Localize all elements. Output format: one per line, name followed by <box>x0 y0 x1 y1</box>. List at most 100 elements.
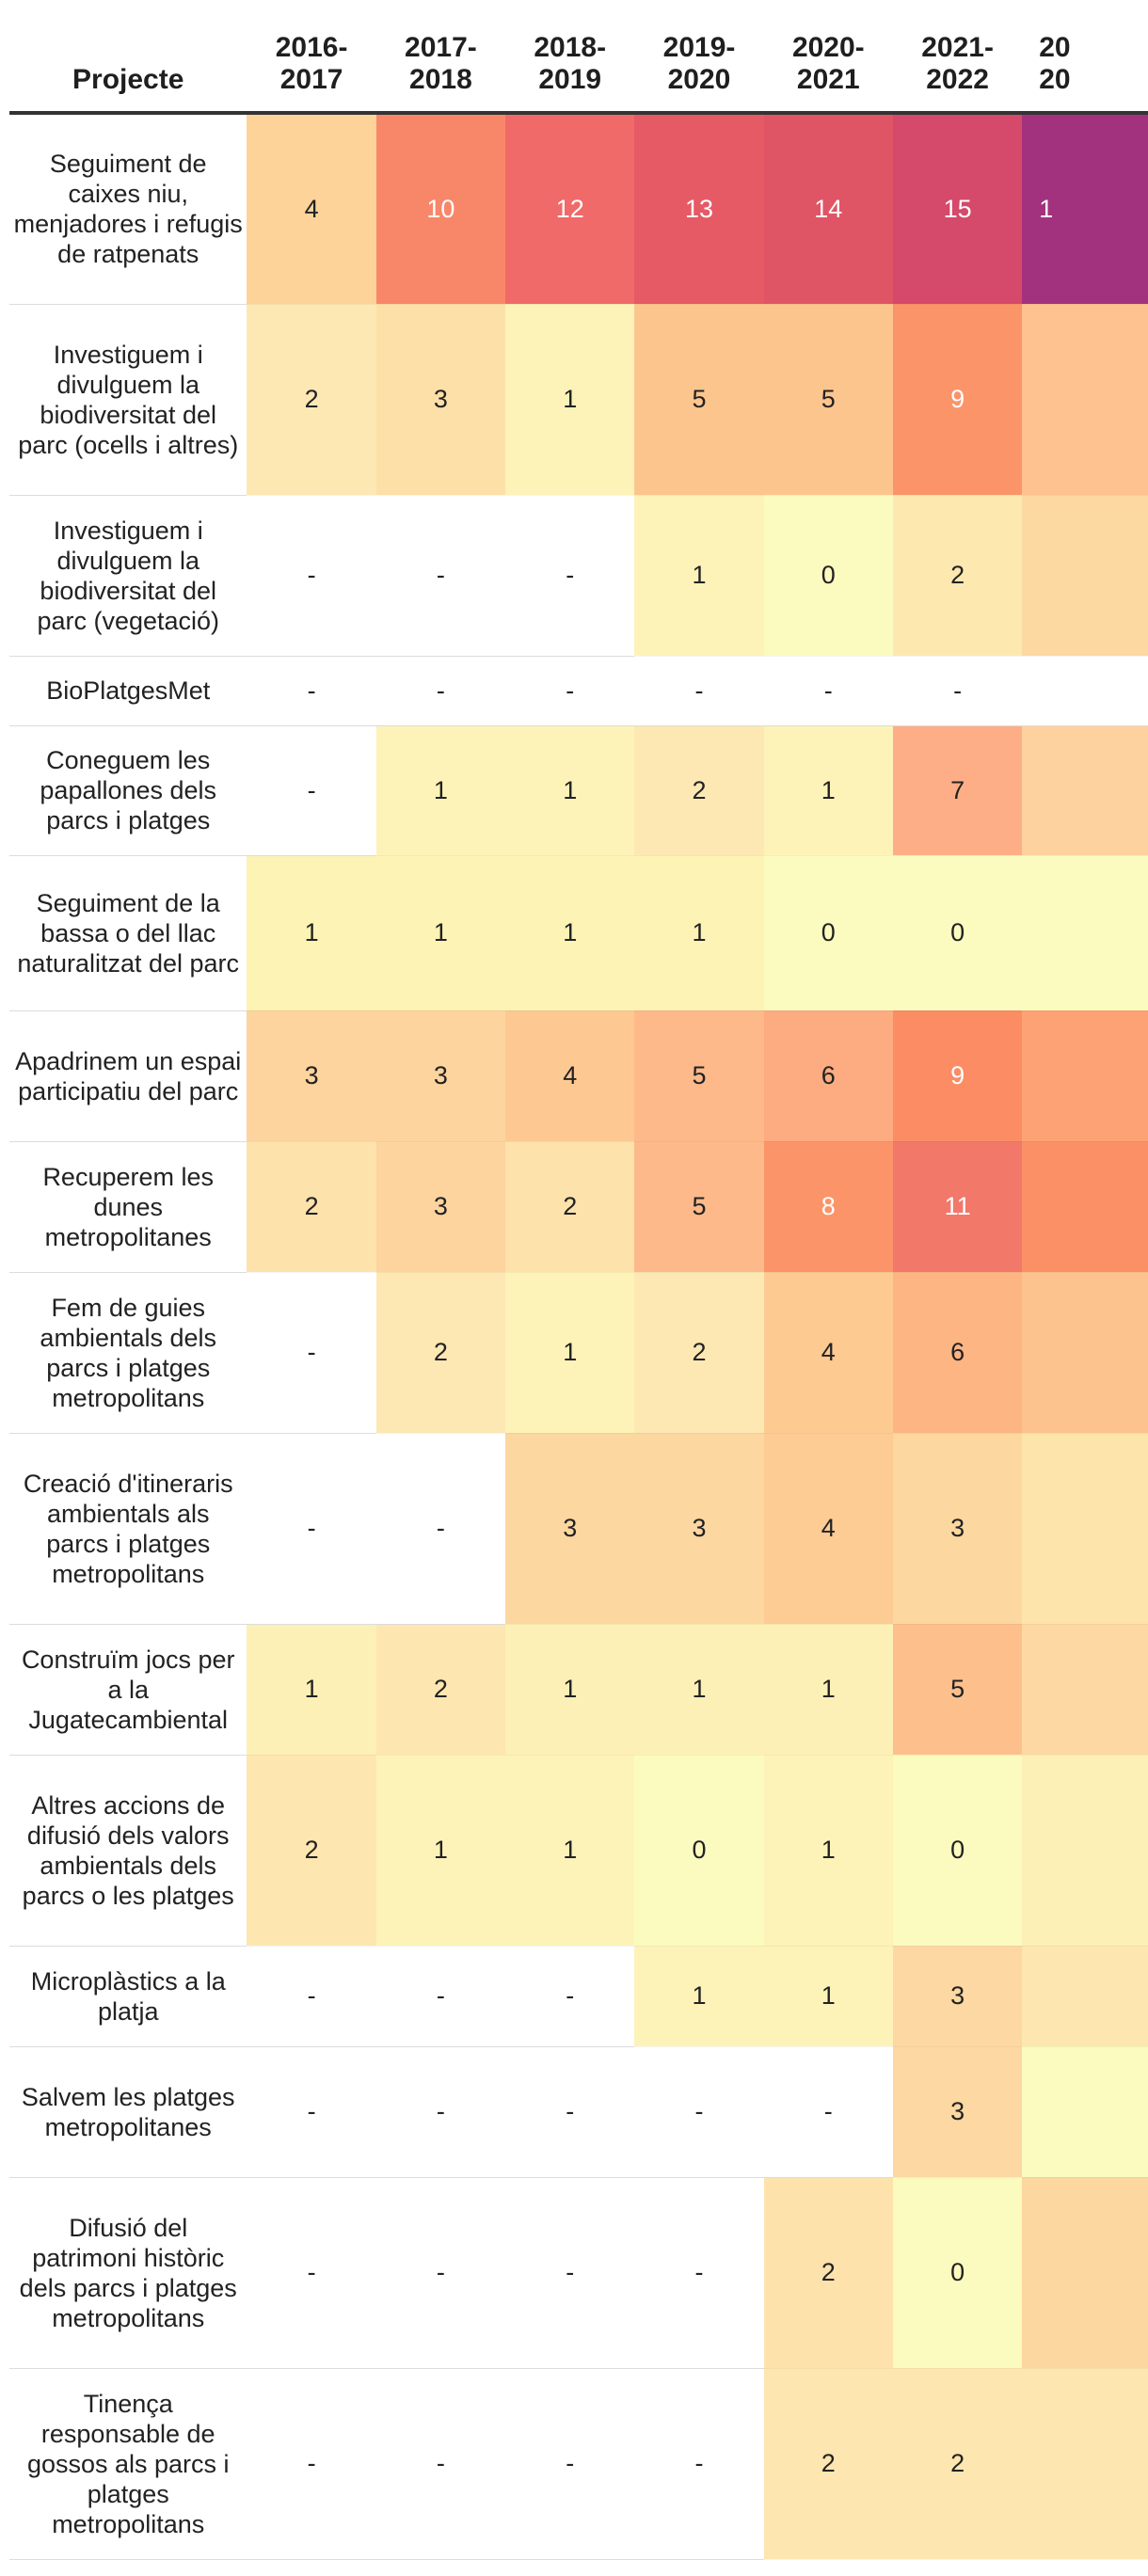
heat-cell: 1 <box>763 1624 893 1756</box>
project-name: Microplàstics a la platja <box>9 1946 247 2047</box>
table-row: BioPlatgesMet - - - - - - <box>9 656 1148 726</box>
heat-cell: 5 <box>763 304 893 496</box>
heat-cell: - <box>247 2046 376 2178</box>
heat-cell: 1 <box>634 1624 764 1756</box>
heat-cell: 3 <box>375 304 506 496</box>
heat-cell: 1 <box>634 1946 764 2047</box>
heat-cell: - <box>634 2177 764 2369</box>
project-name: Seguiment de la bassa o del llac natural… <box>9 855 247 1011</box>
header-year-line: 2020- <box>791 32 865 63</box>
header-year-line: 2022 <box>926 64 989 95</box>
heat-cell <box>1022 1272 1148 1434</box>
project-name: Seguiment de caixes niu, menjadores i re… <box>9 113 247 305</box>
header-year-2022-2023: 20 20 <box>1022 0 1148 115</box>
header-year-line: 2021 <box>796 64 860 95</box>
heat-cell: 4 <box>505 1010 635 1142</box>
heat-cell: 4 <box>763 1272 893 1434</box>
heat-cell <box>1022 304 1148 496</box>
header-year-2021-2022: 2021- 2022 <box>892 0 1023 115</box>
heat-cell: 13 <box>634 113 764 305</box>
heat-cell: 2 <box>375 1272 506 1434</box>
heat-cell: 2 <box>892 495 1023 657</box>
heat-cell: 1 <box>505 1755 635 1947</box>
heat-cell: - <box>505 656 635 726</box>
heat-cell: 1 <box>763 1755 893 1947</box>
heat-cell: - <box>375 656 506 726</box>
heat-cell: 1 <box>375 725 506 856</box>
heat-cell: 11 <box>892 1141 1023 1273</box>
heat-cell <box>1022 855 1148 1011</box>
table-row: Salvem les platges metropolitanes - - - - -3 <box>9 2046 1148 2178</box>
heat-cell: 5 <box>634 1141 764 1273</box>
heat-cell: - <box>247 2177 376 2369</box>
project-name: Apadrinem un espai participatiu del parc <box>9 1010 247 1142</box>
header-year-line: 2019- <box>662 32 736 63</box>
heat-cell <box>1022 495 1148 657</box>
heat-cell: - <box>375 2368 506 2560</box>
heat-cell: - <box>634 2046 764 2178</box>
header-year-2019-2020: 2019- 2020 <box>634 0 764 115</box>
heat-cell <box>1022 725 1148 856</box>
heat-cell: - <box>375 1433 506 1625</box>
heat-cell: 2 <box>634 725 764 856</box>
heat-cell: 2 <box>375 1624 506 1756</box>
header-year-line: 2017 <box>279 64 343 95</box>
heat-cell: 0 <box>763 855 893 1011</box>
heat-cell: - <box>375 495 506 657</box>
heat-cell: 2 <box>634 1272 764 1434</box>
table-row: Investiguem i divulguem la biodiversitat… <box>9 304 1148 496</box>
heat-cell: 1 <box>634 495 764 657</box>
heat-cell: 3 <box>375 1010 506 1142</box>
heat-cell: - <box>375 2177 506 2369</box>
heat-cell <box>1022 1624 1148 1756</box>
heat-cell: 3 <box>634 1433 764 1625</box>
heat-cell <box>1022 656 1148 726</box>
project-name: Recuperem les dunes metropolitanes <box>9 1141 247 1273</box>
heat-cell: 1 <box>505 1272 635 1434</box>
heat-cell: 3 <box>247 1010 376 1142</box>
heat-cell: 0 <box>892 1755 1023 1947</box>
header-year-line: 20 <box>1039 32 1071 63</box>
heat-cell: - <box>634 656 764 726</box>
header-year-line: 2021- <box>921 32 994 63</box>
table-row: Recuperem les dunes metropolitanes 2 3 2 5 8 1… <box>9 1141 1148 1273</box>
heat-cell: 12 <box>505 113 635 305</box>
heat-cell: 4 <box>247 113 376 305</box>
heat-cell: - <box>505 495 635 657</box>
heat-cell <box>1022 1755 1148 1947</box>
header-year-2017-2018: 2017- 2018 <box>375 0 506 115</box>
heat-cell: 0 <box>892 855 1023 1011</box>
project-name: Creació d'itineraris ambientals als parc… <box>9 1433 247 1625</box>
heat-cell <box>1022 1141 1148 1273</box>
heat-cell: - <box>505 2177 635 2369</box>
header-projecte: Projecte <box>9 0 247 115</box>
heat-cell: - <box>375 1946 506 2047</box>
heat-cell: 1 <box>763 1946 893 2047</box>
header-year-line: 2018 <box>409 64 472 95</box>
heat-cell <box>1022 2177 1148 2369</box>
heat-cell <box>1022 1433 1148 1625</box>
table-row: Tinença responsable de gossos als parcs … <box>9 2368 1148 2560</box>
heat-cell: - <box>247 1272 376 1434</box>
heat-cell <box>1022 2046 1148 2178</box>
heat-cell: - <box>505 2368 635 2560</box>
header-year-line: 2020 <box>667 64 731 95</box>
heat-cell: 1 <box>505 304 635 496</box>
heat-cell: 1 <box>247 855 376 1011</box>
heat-cell: 1 <box>763 725 893 856</box>
heat-cell: - <box>247 2368 376 2560</box>
header-year-line: 2019 <box>538 64 602 95</box>
heat-cell: 2 <box>247 1755 376 1947</box>
heat-cell: 5 <box>634 1010 764 1142</box>
heat-cell: 0 <box>892 2177 1023 2369</box>
table-row: Microplàstics a la platja - - -1 1 3 <box>9 1946 1148 2047</box>
table-row: Seguiment de la bassa o del llac natural… <box>9 855 1148 1011</box>
heat-cell: - <box>505 2046 635 2178</box>
heat-cell <box>1022 1946 1148 2047</box>
heat-cell: 15 <box>892 113 1023 305</box>
project-name: Salvem les platges metropolitanes <box>9 2046 247 2178</box>
heat-cell: 7 <box>892 725 1023 856</box>
heat-cell: 1 <box>634 855 764 1011</box>
heat-cell: - <box>763 656 893 726</box>
